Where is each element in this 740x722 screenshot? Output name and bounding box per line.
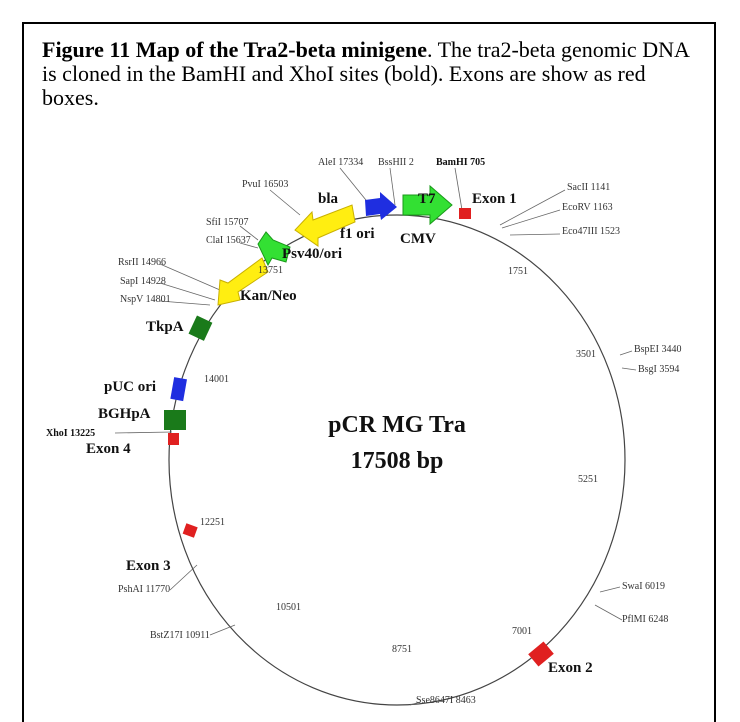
- cmv-arrow: [402, 184, 453, 226]
- features: [164, 184, 554, 667]
- caption-text: . The tra2-beta genomic DNA is cloned in…: [42, 37, 689, 110]
- map-label: Eco47III 1523: [562, 226, 620, 237]
- map-label: 3501: [576, 349, 596, 360]
- labels: AleI 17334 BssHII 2 BamHI 705 T7 Exon 1 SacII…: [46, 157, 682, 706]
- map-label: 1751: [508, 266, 528, 277]
- map-label: bla: [318, 191, 339, 207]
- map-name: pCR MG Tra: [328, 412, 466, 438]
- map-label: BspEI 3440: [634, 344, 682, 355]
- map-label: 8751: [392, 644, 412, 655]
- map-label: BstZ17I 10911: [150, 630, 210, 641]
- bghpa-box: [164, 410, 186, 430]
- map-label: Kan/Neo: [240, 288, 297, 304]
- map-label: CMV: [400, 231, 436, 247]
- map-label: PflMI 6248: [622, 614, 668, 625]
- exon-2-box: [528, 641, 554, 667]
- map-label: SacII 1141: [567, 182, 610, 193]
- map-label: 10501: [276, 602, 301, 613]
- caption: Figure 11 Map of the Tra2-beta minigene.…: [42, 38, 692, 110]
- map-label: 13751: [258, 265, 283, 276]
- map-label: SapI 14928: [120, 276, 166, 287]
- exon-1-box: [459, 208, 471, 219]
- backbone: [168, 214, 626, 706]
- map-label: 7001: [512, 626, 532, 637]
- exon-4-box: [168, 433, 179, 445]
- map-label: Exon 1: [472, 191, 517, 207]
- bla-arrow: [294, 204, 356, 247]
- map-label: BamHI 705: [436, 157, 485, 168]
- map-size: 17508 bp: [351, 448, 444, 474]
- map-label: SfiI 15707: [206, 217, 249, 228]
- map-label: BGHpA: [98, 406, 151, 422]
- exon-3-box: [182, 523, 198, 538]
- map-label: f1 ori: [340, 226, 375, 242]
- map-label: Exon 2: [548, 660, 593, 676]
- map-label: 14001: [204, 374, 229, 385]
- map-label: BsgI 3594: [638, 364, 679, 375]
- psv40-arrow: [257, 231, 291, 267]
- map-label: Exon 3: [126, 558, 171, 574]
- map-label: PvuI 16503: [242, 179, 288, 190]
- figure-frame: [22, 22, 716, 722]
- map-label: NspV 14801: [120, 294, 171, 305]
- map-label: XhoI 13225: [46, 428, 95, 439]
- map-label: SwaI 6019: [622, 581, 665, 592]
- map-label: 12251: [200, 517, 225, 528]
- tkpa-box: [188, 315, 213, 341]
- map-label: Exon 4: [86, 441, 131, 457]
- kan-neo-arrow: [217, 257, 269, 306]
- map-label: TkpA: [146, 319, 184, 335]
- map-label: Psv40/ori: [282, 246, 342, 262]
- map-label: Sse8647I 8463: [416, 695, 476, 706]
- map-label: AleI 17334: [318, 157, 363, 168]
- caption-title: Figure 11 Map of the Tra2-beta minigene: [42, 37, 427, 62]
- map-label: T7: [418, 191, 436, 207]
- f1-ori-arrow: [365, 192, 397, 220]
- map-label: BssHII 2: [378, 157, 414, 168]
- map-label: ClaI 15637: [206, 235, 251, 246]
- map-label: RsrII 14966: [118, 257, 166, 268]
- map-label: PshAI 11770: [118, 584, 170, 595]
- map-label: pUC ori: [104, 379, 156, 395]
- puc-ori-box: [170, 377, 187, 402]
- leaders: [114, 167, 637, 706]
- map-label: EcoRV 1163: [562, 202, 613, 213]
- map-label: 5251: [578, 474, 598, 485]
